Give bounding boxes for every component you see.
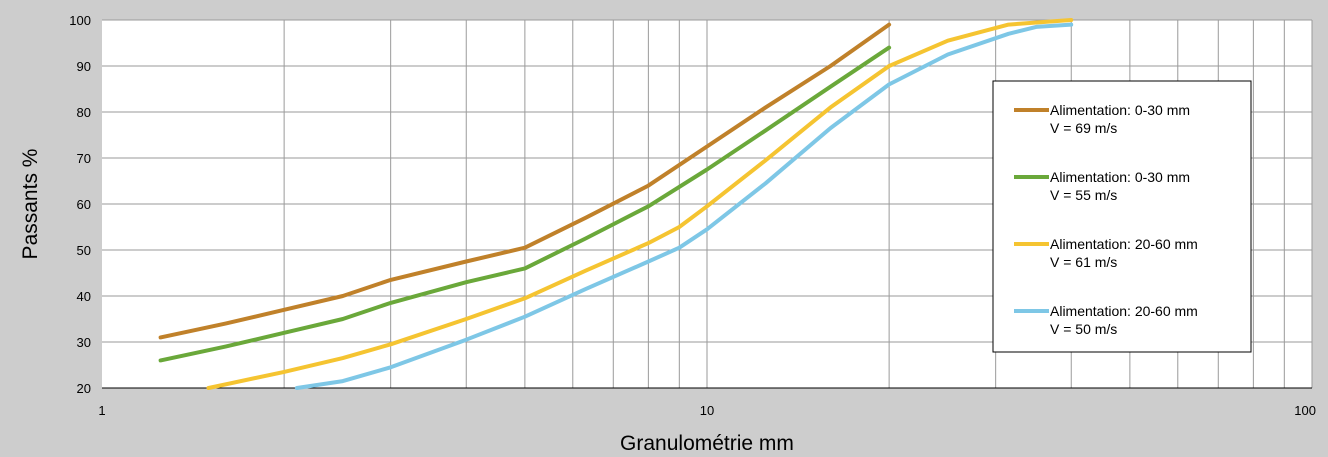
legend-label: Alimentation: 20-60 mm bbox=[1050, 303, 1198, 319]
series-line bbox=[206, 18, 1074, 390]
y-tick-label: 60 bbox=[77, 197, 91, 212]
x-tick-label: 10 bbox=[700, 403, 714, 418]
legend-label: Alimentation: 20-60 mm bbox=[1050, 236, 1198, 252]
legend-label: Alimentation: 0-30 mm bbox=[1050, 102, 1190, 118]
x-tick-labels: 1 10 100 bbox=[98, 403, 1316, 418]
y-tick-label: 70 bbox=[77, 151, 91, 166]
y-tick-labels: 20 30 40 50 60 70 80 90 100 bbox=[69, 13, 91, 396]
y-axis-title: Passants % bbox=[19, 149, 42, 260]
series-line bbox=[294, 22, 1074, 390]
y-tick-label: 20 bbox=[77, 381, 91, 396]
series-line bbox=[158, 45, 892, 363]
x-tick-label: 1 bbox=[98, 403, 105, 418]
y-tick-label: 90 bbox=[77, 59, 91, 74]
series-lines bbox=[158, 18, 1074, 390]
x-axis-title: Granulométrie mm bbox=[620, 432, 794, 455]
legend-label: V = 50 m/s bbox=[1050, 321, 1117, 337]
y-tick-label: 50 bbox=[77, 243, 91, 258]
legend-label: V = 61 m/s bbox=[1050, 254, 1117, 270]
series-line bbox=[158, 22, 892, 340]
y-tick-label: 80 bbox=[77, 105, 91, 120]
y-tick-label: 100 bbox=[69, 13, 91, 28]
legend-label: V = 55 m/s bbox=[1050, 187, 1117, 203]
legend: Alimentation: 0-30 mm V = 69 m/s Alimentat… bbox=[992, 80, 1252, 353]
legend-label: Alimentation: 0-30 mm bbox=[1050, 169, 1190, 185]
y-tick-label: 40 bbox=[77, 289, 91, 304]
legend-label: V = 69 m/s bbox=[1050, 120, 1117, 136]
legend-box bbox=[992, 80, 1252, 353]
y-tick-label: 30 bbox=[77, 335, 91, 350]
x-tick-label: 100 bbox=[1294, 403, 1316, 418]
